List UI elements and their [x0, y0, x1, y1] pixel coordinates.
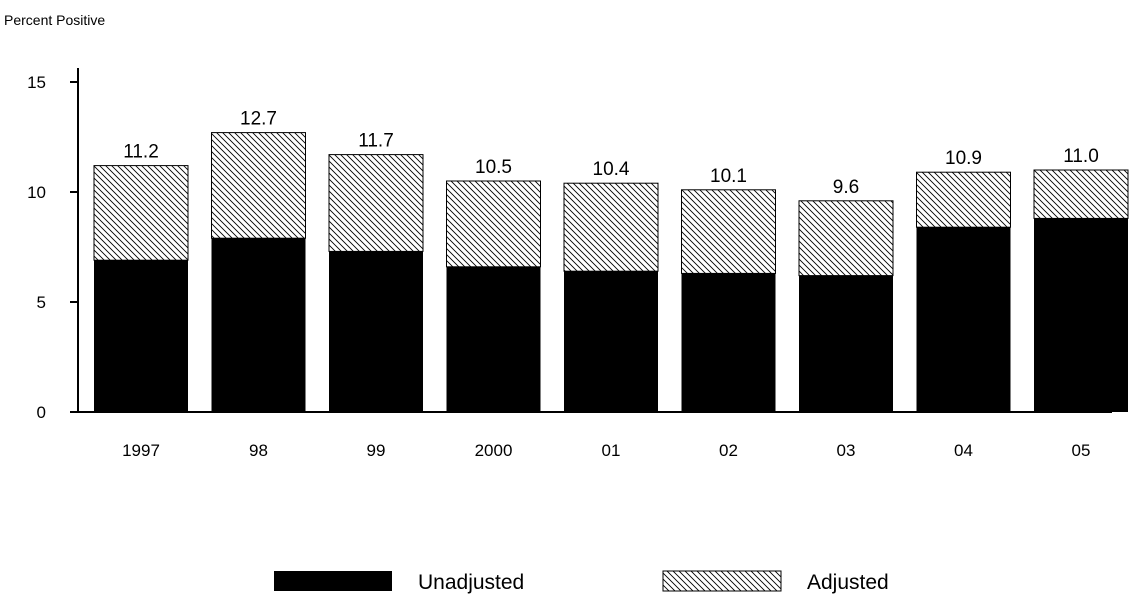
bar-unadjusted-02: [681, 273, 776, 412]
labels-layer: 11.2 1997 12.7 98 11.7 99 10.5 2000 10.4 01 10.1 02…: [122, 109, 1099, 460]
y-tick-label: 5: [37, 293, 46, 312]
legend: Unadjusted Adjusted: [274, 570, 889, 594]
bar-adjusted-99: [328, 154, 424, 252]
x-tick-label: 01: [602, 441, 621, 460]
bar-adjusted-03: [798, 200, 894, 277]
x-tick-label: 03: [837, 441, 856, 460]
x-tick-label: 98: [249, 441, 268, 460]
y-tick-label: 15: [27, 73, 46, 92]
bar-adjusted-05: [1033, 169, 1129, 219]
data-label-04: 10.9: [945, 148, 982, 169]
bar-unadjusted-04: [916, 227, 1011, 412]
legend-swatch-unadjusted: [274, 571, 392, 591]
bar-unadjusted-98: [211, 238, 306, 412]
legend-label-adjusted: Adjusted: [807, 571, 889, 594]
x-tick-label: 02: [719, 441, 738, 460]
bar-adjusted-98: [211, 132, 306, 239]
bar-unadjusted-99: [329, 251, 423, 412]
data-label-02: 10.1: [710, 166, 747, 187]
x-tick-label: 1997: [122, 441, 160, 460]
x-tick-label: 99: [367, 441, 386, 460]
bar-adjusted-04: [916, 171, 1011, 228]
bar-unadjusted-03: [799, 275, 893, 412]
bar-unadjusted-1997: [94, 260, 188, 412]
y-tick-label: 10: [27, 183, 46, 202]
bar-adjusted-2000: [446, 180, 541, 268]
x-tick-label: 2000: [475, 441, 513, 460]
data-label-2000: 10.5: [475, 157, 512, 178]
x-tick-label: 05: [1072, 441, 1091, 460]
bars-layer: [93, 132, 1129, 412]
data-label-98: 12.7: [240, 109, 277, 130]
x-tick-label: 04: [954, 441, 973, 460]
bar-unadjusted-01: [564, 271, 658, 412]
bar-unadjusted-2000: [446, 266, 541, 412]
data-label-05: 11.0: [1063, 146, 1099, 167]
legend-label-unadjusted: Unadjusted: [418, 571, 524, 594]
bar-adjusted-01: [563, 182, 659, 272]
data-label-99: 11.7: [358, 131, 394, 152]
data-label-1997: 11.2: [123, 142, 159, 163]
y-axis-title: Percent Positive: [4, 12, 105, 28]
axes-layer: 0 5 10 15: [27, 68, 1112, 422]
legend-swatch-adjusted: [662, 570, 782, 592]
y-tick-label: 0: [37, 403, 46, 422]
data-label-03: 9.6: [833, 177, 859, 198]
bar-unadjusted-05: [1034, 218, 1128, 412]
bar-adjusted-1997: [93, 165, 189, 261]
data-label-01: 10.4: [593, 159, 630, 180]
bar-adjusted-02: [681, 189, 776, 274]
